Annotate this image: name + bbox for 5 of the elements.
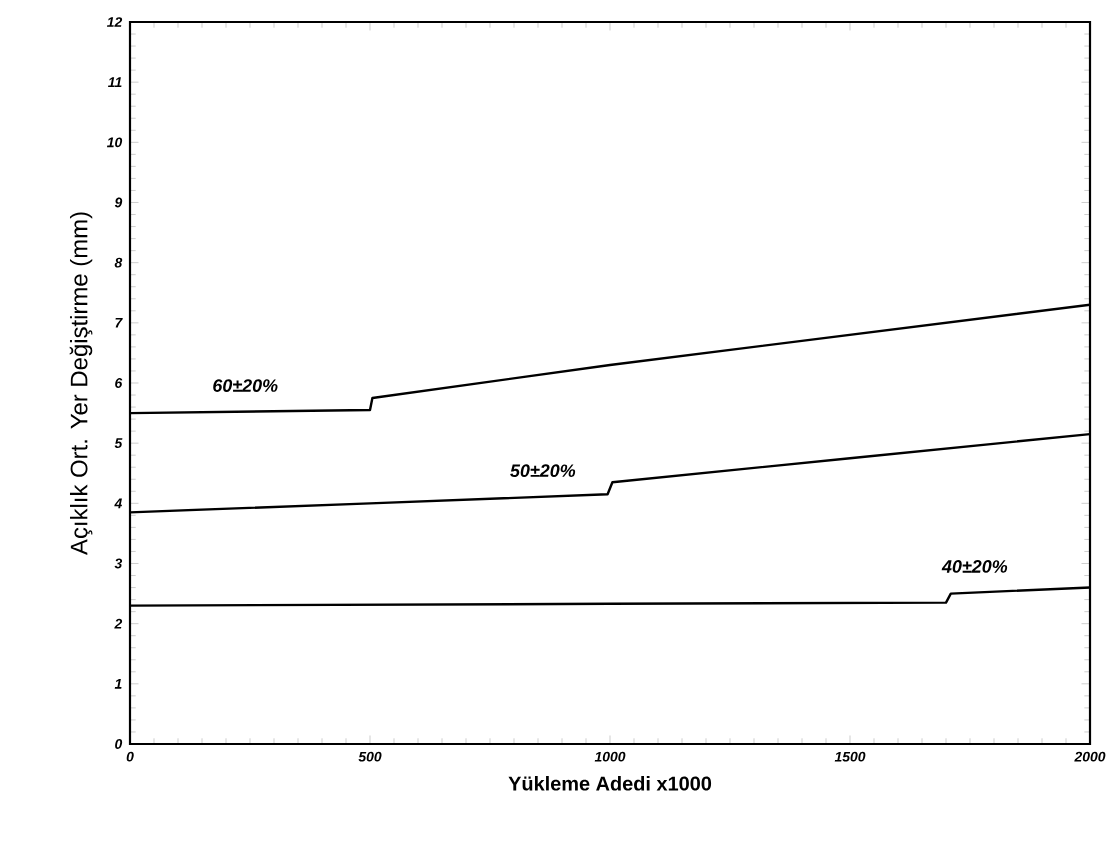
series-label: 60±20% [213, 379, 278, 392]
series-label: 40±20% [941, 560, 1008, 573]
x-axis-title: Yükleme Adedi x1000 [508, 775, 712, 791]
series-label: 50±20% [510, 464, 576, 478]
y-axis-title: Açıklık Ort. Yer Değiştirme (mm) [69, 212, 93, 556]
